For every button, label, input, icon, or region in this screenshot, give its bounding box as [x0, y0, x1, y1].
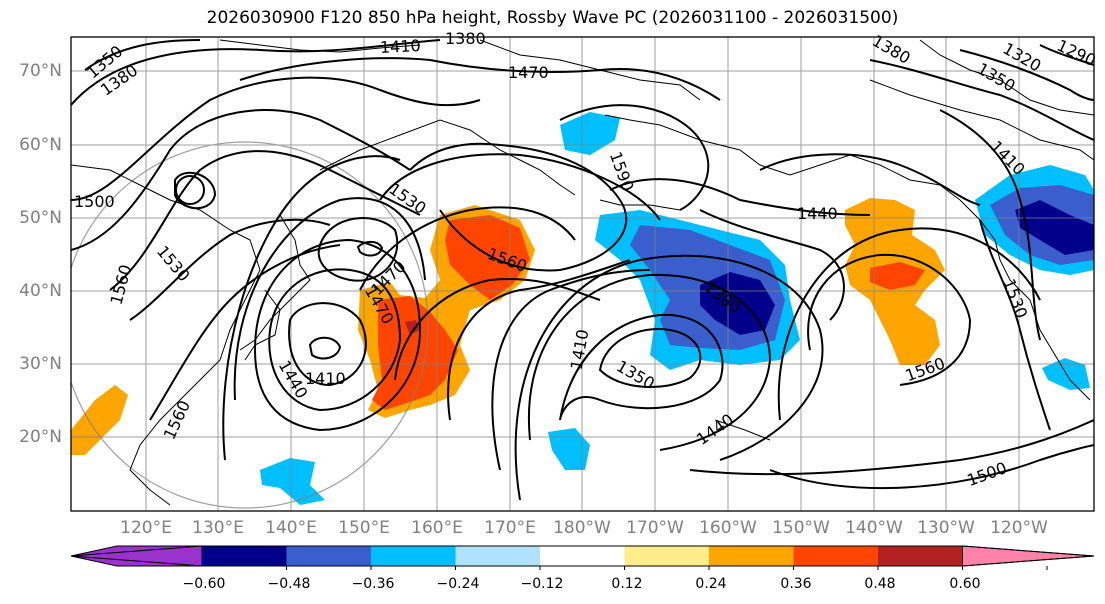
positive-anomaly-sw — [71, 385, 128, 455]
negative-anomaly-south — [260, 458, 325, 505]
lat-label: 60°N — [19, 135, 62, 155]
contour-label: 1410 — [567, 328, 593, 371]
contour-label: 1530 — [153, 242, 194, 285]
colorbar-tick-label: 0.36 — [780, 576, 812, 592]
contour-label: 1560 — [106, 263, 135, 307]
lon-label: 140°E — [265, 518, 317, 538]
contour-label: 1410 — [305, 369, 346, 388]
colorbar-tick-label: 0.24 — [695, 576, 727, 592]
contour-label: 1530 — [999, 276, 1031, 321]
negative-anomaly-ne-core — [1015, 200, 1094, 255]
colorbar-tick-label: −0.24 — [436, 576, 480, 592]
negative-anomaly-south2 — [548, 428, 590, 470]
peak-positive — [405, 320, 420, 335]
lon-label: 160°W — [699, 518, 757, 538]
lon-label: 140°W — [845, 518, 903, 538]
lon-label: 180°W — [553, 518, 611, 538]
colorbar-tick-label: −0.12 — [520, 576, 564, 592]
contour-label: 1290 — [1054, 36, 1099, 70]
lon-label: 120°W — [990, 518, 1048, 538]
lat-label: 20°N — [19, 427, 62, 447]
colorbar-tick-label: 0.48 — [864, 576, 896, 592]
lon-label: 130°E — [192, 518, 244, 538]
contour-label: 1350 — [613, 356, 658, 393]
contour-label: 1380 — [445, 29, 486, 48]
strong-positive-ne-pacific — [870, 262, 925, 290]
contour-labels: 1350 1380 1410 1380 1470 1380 1320 1290 … — [74, 29, 1099, 490]
lat-label: 40°N — [19, 281, 62, 301]
contour-label: 1530 — [385, 179, 429, 218]
lon-label: 170°E — [484, 518, 536, 538]
colorbar-tick-label: −0.36 — [351, 576, 395, 592]
lon-label: 150°W — [772, 518, 830, 538]
negative-anomaly-bering — [560, 112, 620, 155]
contour-label: 1500 — [74, 192, 115, 211]
contour-label: 1500 — [964, 458, 1009, 490]
height-contours — [71, 39, 1094, 501]
map-gridlines — [71, 37, 1094, 511]
contour-label: 1440 — [693, 410, 737, 449]
lon-label: 130°W — [917, 518, 975, 538]
lat-label: 30°N — [19, 354, 62, 374]
colorbar-tick-label: −0.48 — [267, 576, 311, 592]
map-title: 2026030900 F120 850 hPa height, Rossby W… — [206, 8, 899, 28]
lat-label: 70°N — [19, 61, 62, 81]
contour-label: 1560 — [160, 397, 194, 442]
colorbar-tick-label: 0.60 — [949, 576, 981, 592]
contour-label: 1470 — [508, 63, 549, 82]
map-frame — [70, 36, 1095, 512]
colorbar-tick-label: 0.12 — [611, 576, 643, 592]
contour-label: 1440 — [797, 204, 838, 223]
colorbar-tick-label: −0.60 — [182, 576, 226, 592]
lon-label: 170°W — [626, 518, 684, 538]
lon-label: 160°E — [411, 518, 463, 538]
lon-label: 150°E — [338, 518, 390, 538]
contour-label: 1410 — [379, 36, 421, 57]
lat-label: 50°N — [19, 208, 62, 228]
lon-label: 120°E — [120, 518, 172, 538]
